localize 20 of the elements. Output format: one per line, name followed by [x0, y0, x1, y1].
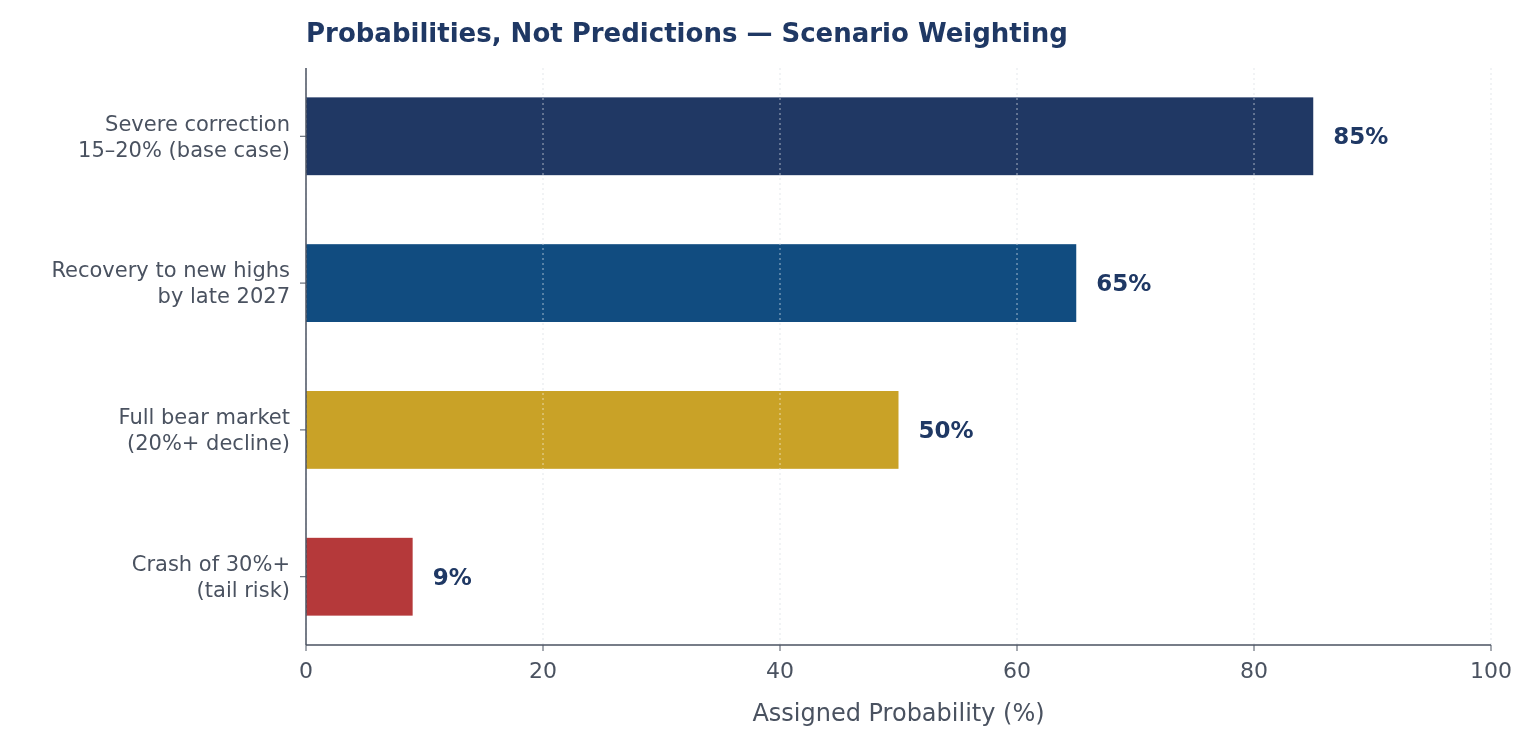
y-tick-label: Crash of 30%+ (tail risk)	[131, 552, 290, 603]
y-tick-label: Severe correction 15–20% (base case)	[78, 111, 290, 162]
bar	[306, 97, 1314, 176]
x-tick-label: 40	[766, 658, 794, 683]
data-label: 9%	[432, 563, 472, 590]
x-tick-label: 0	[299, 658, 313, 683]
bar	[306, 244, 1077, 322]
y-tick-label: Recovery to new highs by late 2027	[51, 258, 290, 309]
chart-title: Probabilities, Not Predictions — Scenario Weighting	[306, 18, 1068, 48]
x-axis-title: Assigned Probability (%)	[752, 699, 1045, 727]
data-label: 85%	[1333, 123, 1389, 150]
x-tick-label: 80	[1240, 658, 1268, 683]
y-tick-label: Full bear market (20%+ decline)	[118, 405, 290, 456]
data-label: 50%	[918, 416, 974, 443]
x-tick-label: 100	[1470, 658, 1512, 683]
bar	[306, 537, 413, 616]
x-tick-label: 60	[1003, 658, 1031, 683]
data-label: 65%	[1096, 270, 1152, 297]
bar	[306, 391, 899, 469]
x-tick-label: 20	[529, 658, 557, 683]
